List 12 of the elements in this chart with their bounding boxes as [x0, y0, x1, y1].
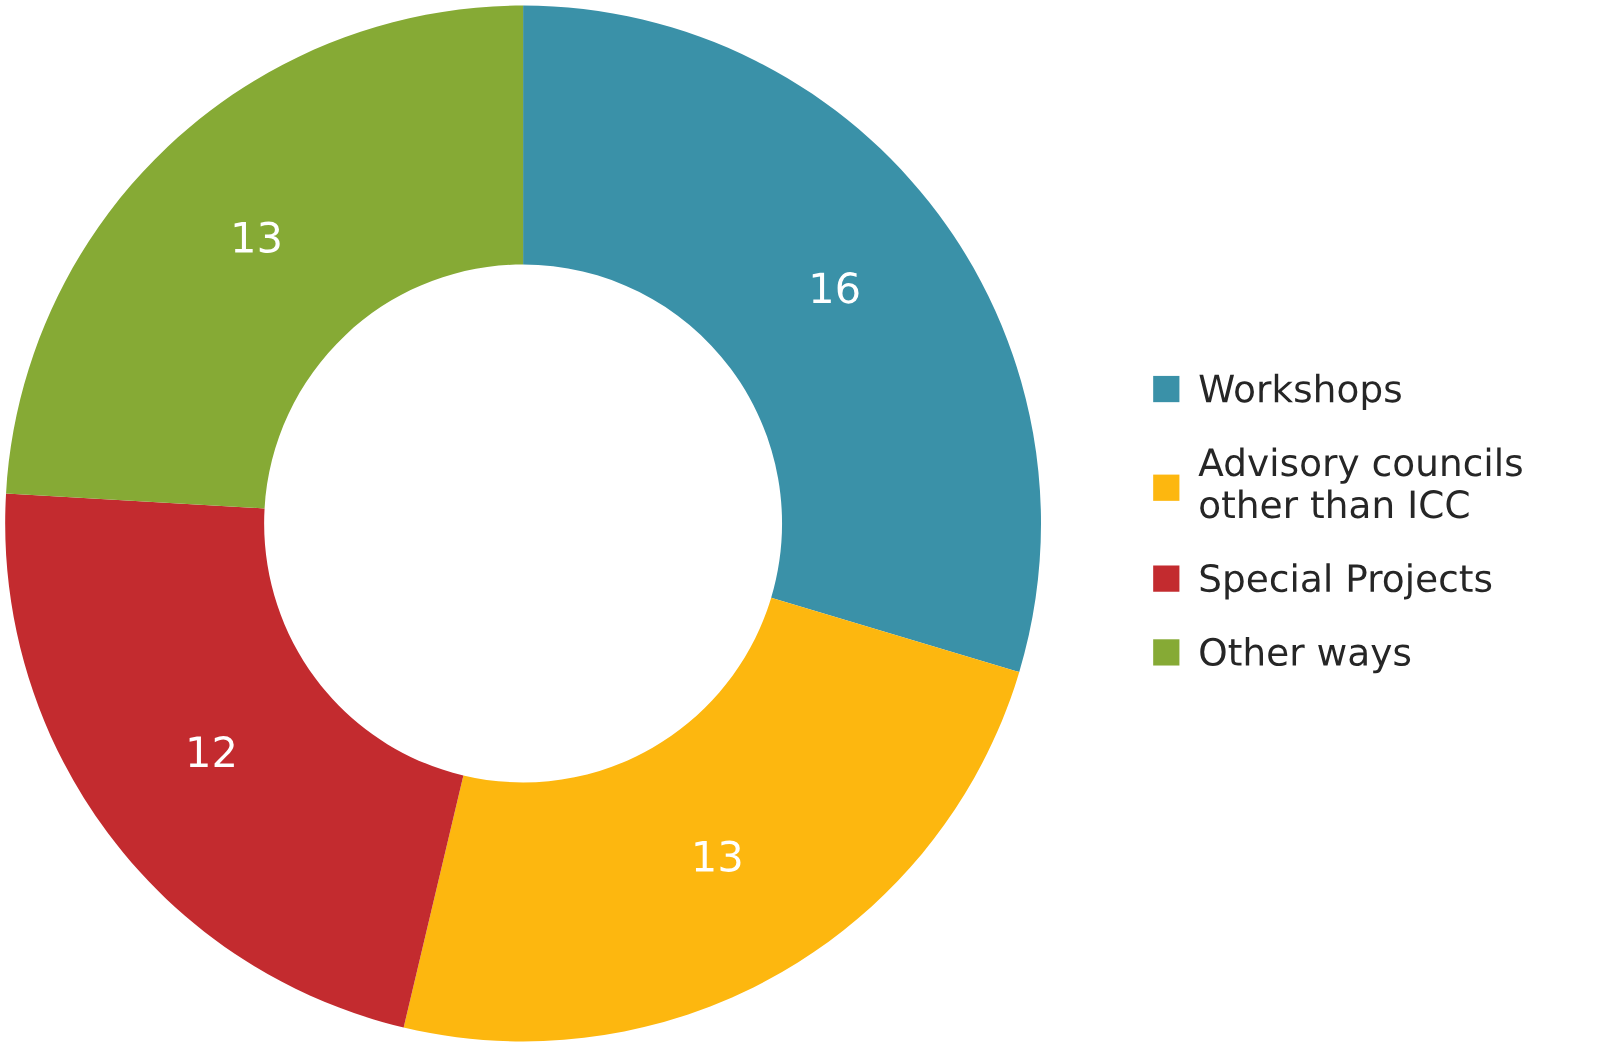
donut-slice	[5, 493, 464, 1028]
data-label: 13	[234, 221, 280, 254]
data-label: 16	[812, 272, 859, 304]
legend-label: Other ways	[1200, 637, 1411, 674]
legend-label: Workshops	[1199, 373, 1401, 410]
legend-label: Special Projects	[1200, 563, 1492, 600]
data-label: 12	[189, 736, 234, 767]
donut-slice	[403, 597, 1020, 1042]
data-label: 13	[695, 840, 741, 872]
legend-label: Advisory councils other than ICC	[1198, 447, 1522, 519]
donut-slice	[523, 5, 1041, 673]
donut-slice	[6, 5, 524, 509]
